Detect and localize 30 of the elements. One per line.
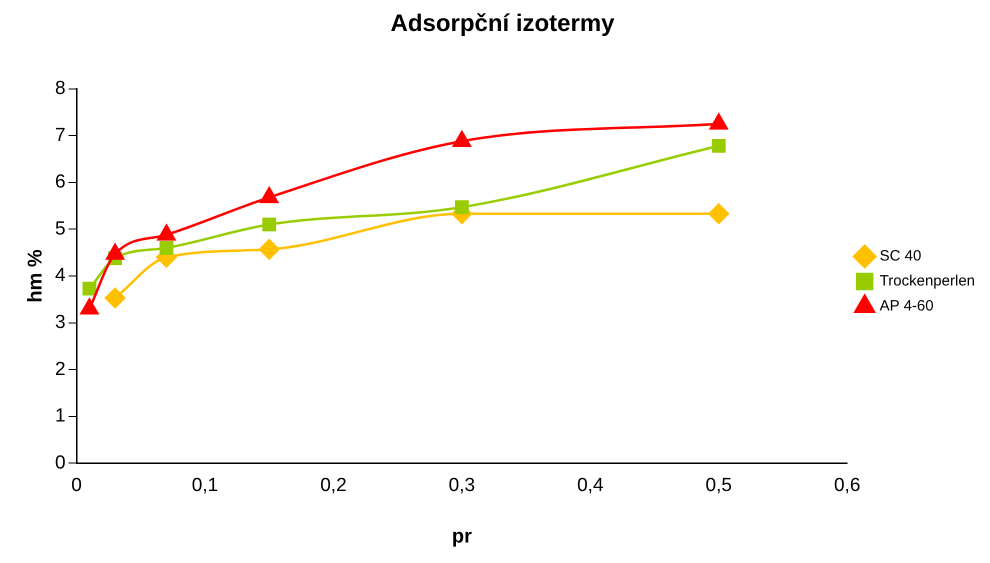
chart-title: Adsorpční izotermy <box>390 10 616 38</box>
point <box>258 239 280 260</box>
point <box>712 138 726 153</box>
y-tick-label: 6 <box>54 172 66 193</box>
y-axis-title: hm % <box>24 249 47 303</box>
x-tick-label: 0 <box>71 474 82 496</box>
legend-label: SC 40 <box>880 248 922 265</box>
y-tick-label: 8 <box>54 78 66 100</box>
y-tick-label: 0 <box>54 452 66 474</box>
x-tick-label: 0,3 <box>448 474 476 496</box>
y-tick-label: 7 <box>54 124 66 146</box>
x-tick-label: 0,2 <box>320 474 347 496</box>
legend-label: AP 4-60 <box>880 298 934 315</box>
point <box>82 282 96 296</box>
point <box>708 204 729 224</box>
y-tick-label: 1 <box>54 406 66 427</box>
x-tick-label: 0,6 <box>834 474 860 496</box>
x-axis-title: pr <box>452 526 472 548</box>
legend-label: Trockenperlen <box>880 272 976 290</box>
y-tick-label: 5 <box>54 218 66 240</box>
point <box>104 288 126 308</box>
x-tick-label: 0,4 <box>577 474 604 496</box>
point <box>160 241 174 255</box>
point <box>454 200 469 214</box>
point <box>262 218 276 232</box>
x-tick-label: 0,5 <box>706 474 732 496</box>
y-tick-label: 2 <box>54 358 66 380</box>
y-tick-label: 3 <box>54 312 66 334</box>
y-tick-label: 4 <box>54 265 66 286</box>
x-tick-label: 0,1 <box>192 474 218 496</box>
